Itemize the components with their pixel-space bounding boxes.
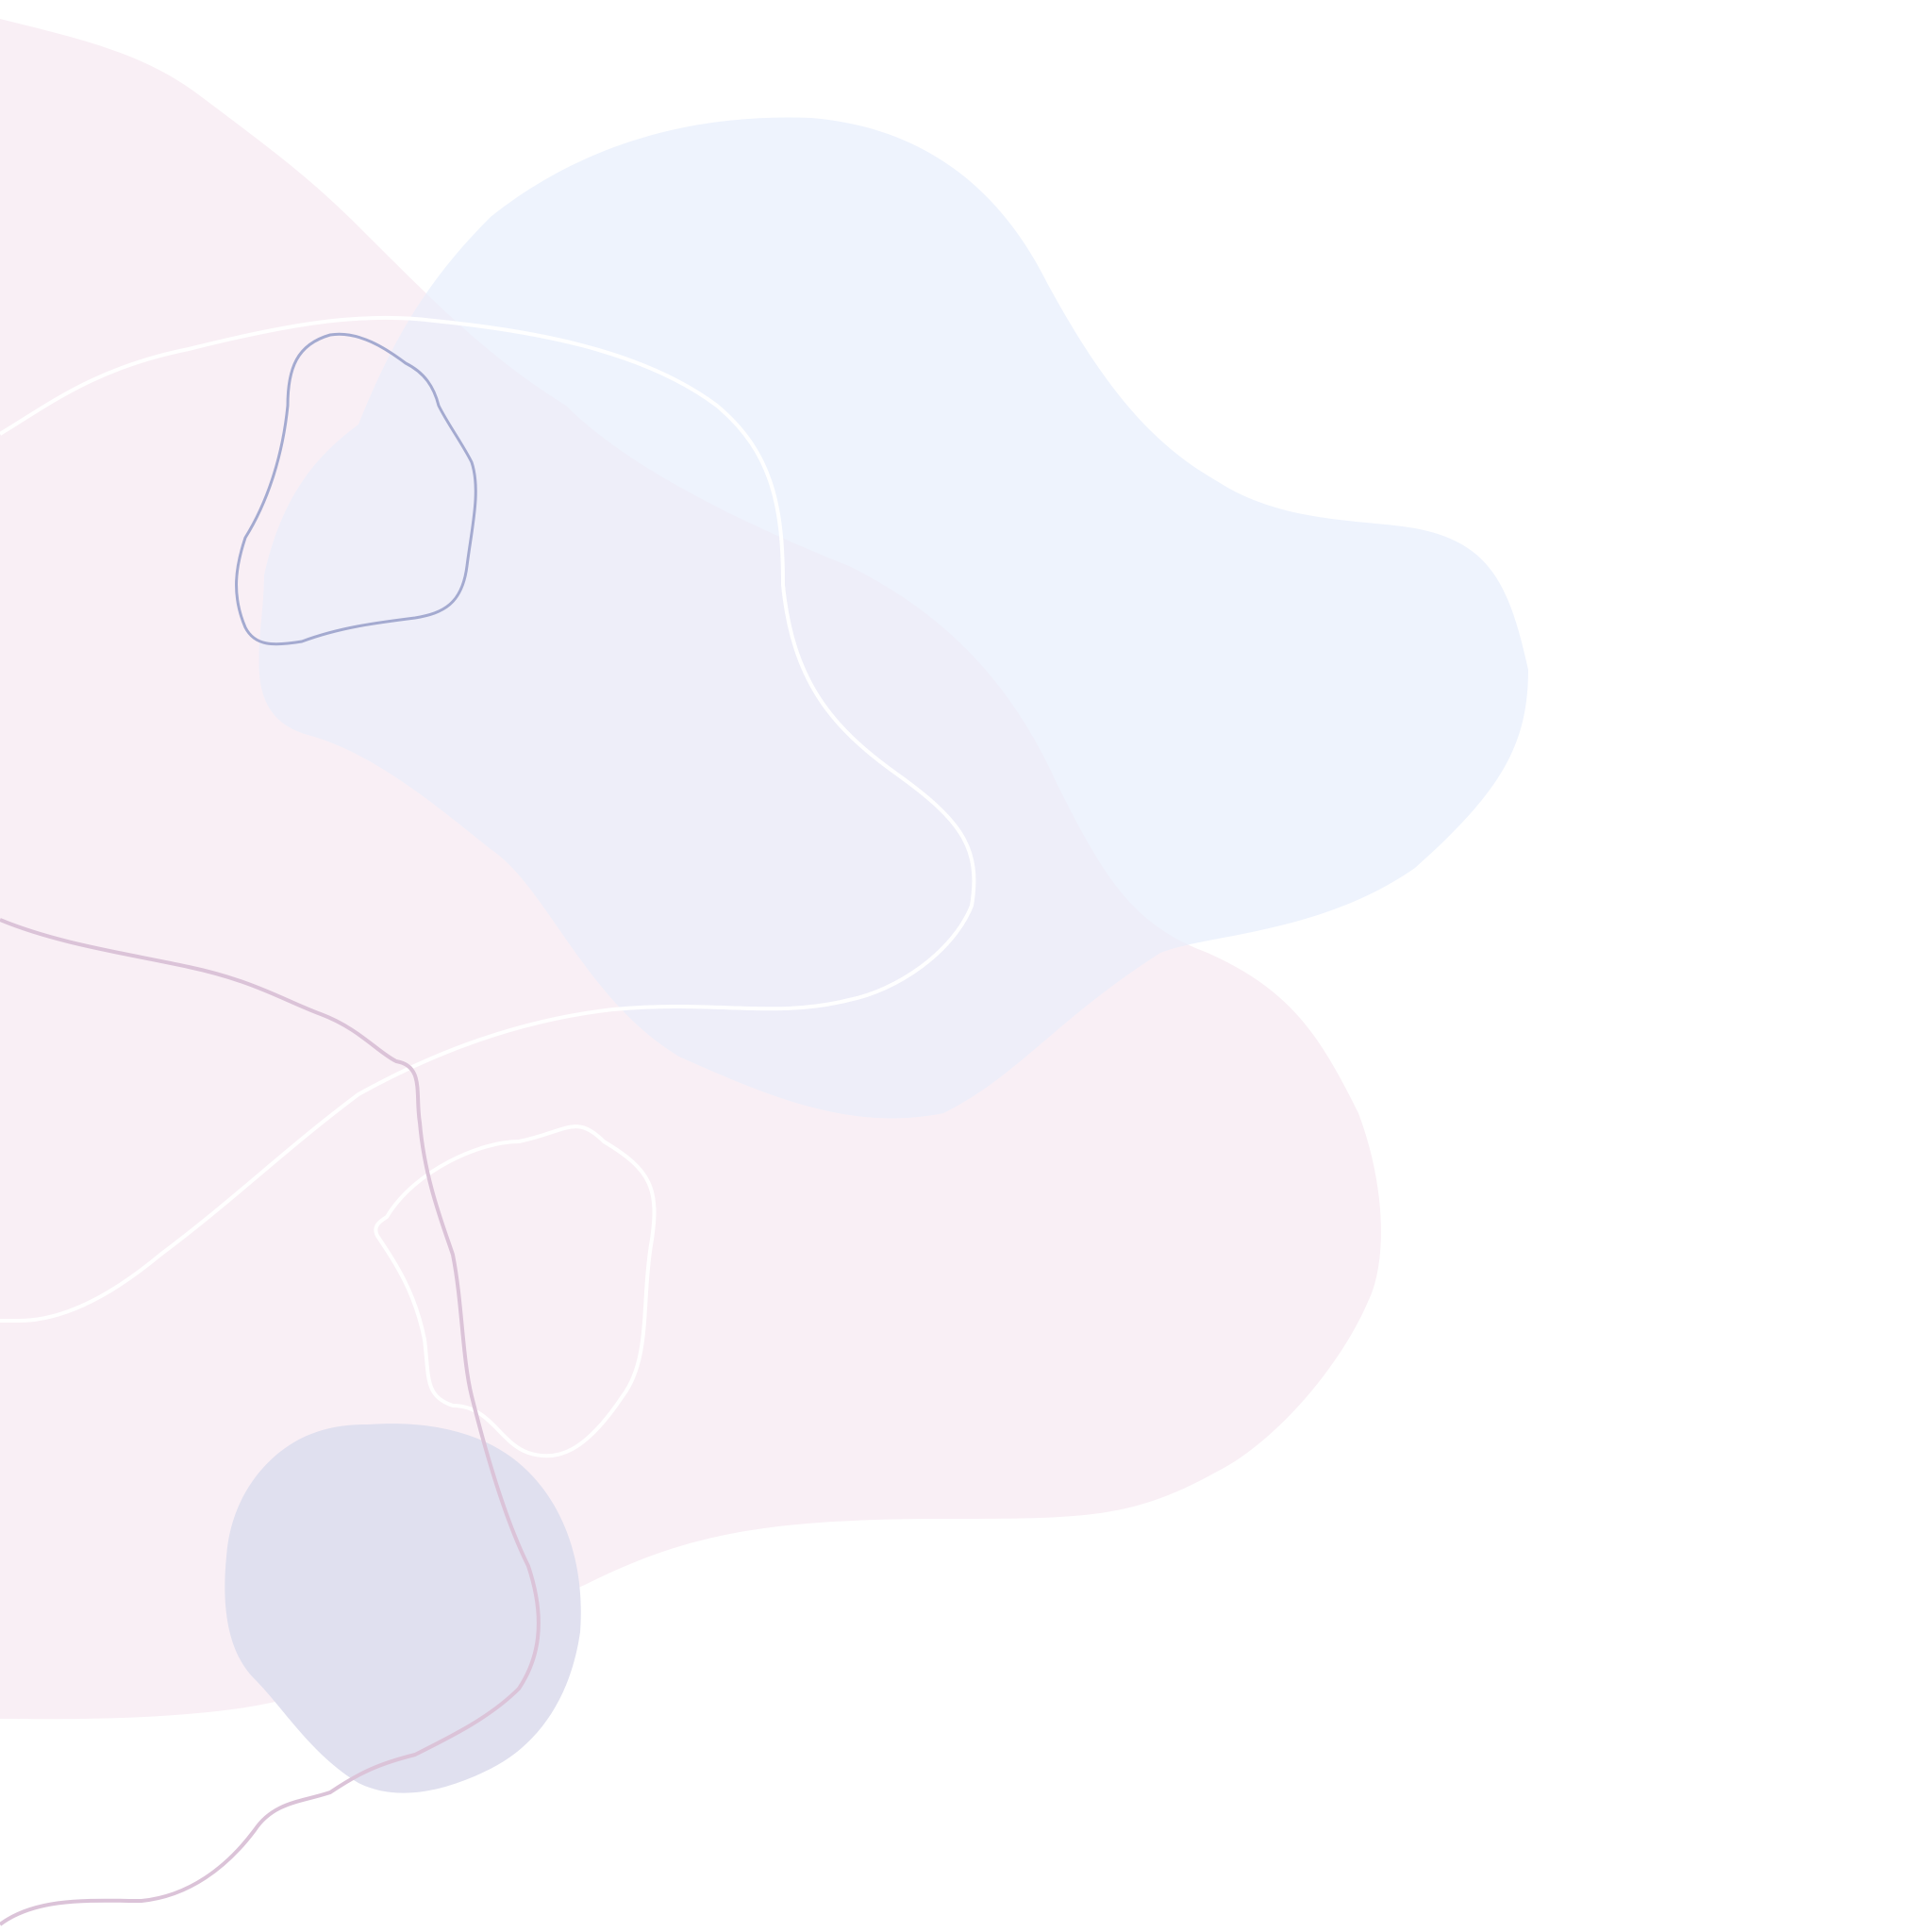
mauve-outline-line (0, 918, 541, 1926)
white-outline-small-loop (374, 1124, 657, 1458)
navy-outline-loop (235, 332, 477, 646)
white-outline-loop (0, 315, 976, 1323)
blob-overlap-tint (258, 117, 1381, 1119)
lavender-blob-shape (225, 1424, 581, 1793)
